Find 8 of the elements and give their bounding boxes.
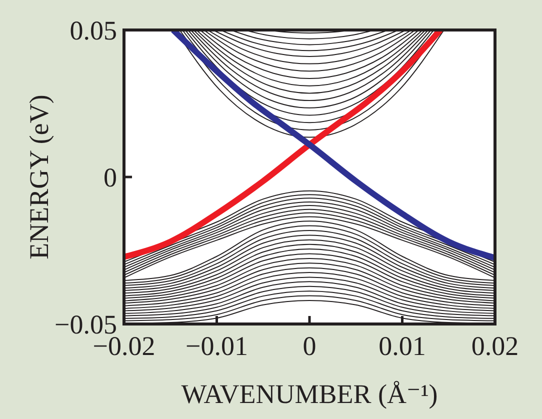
x-tick-label: −0.01	[186, 331, 248, 361]
x-tick-label: 0.01	[378, 331, 426, 361]
x-tick-label: 0	[302, 331, 316, 361]
y-axis-title: ENERGY (eV)	[24, 94, 54, 260]
y-tick-label: 0.05	[70, 15, 117, 46]
x-axis-title: WAVENUMBER (Å⁻¹)	[181, 379, 438, 409]
y-tick-label: 0	[104, 162, 117, 192]
x-tick-label: 0.02	[471, 331, 519, 361]
